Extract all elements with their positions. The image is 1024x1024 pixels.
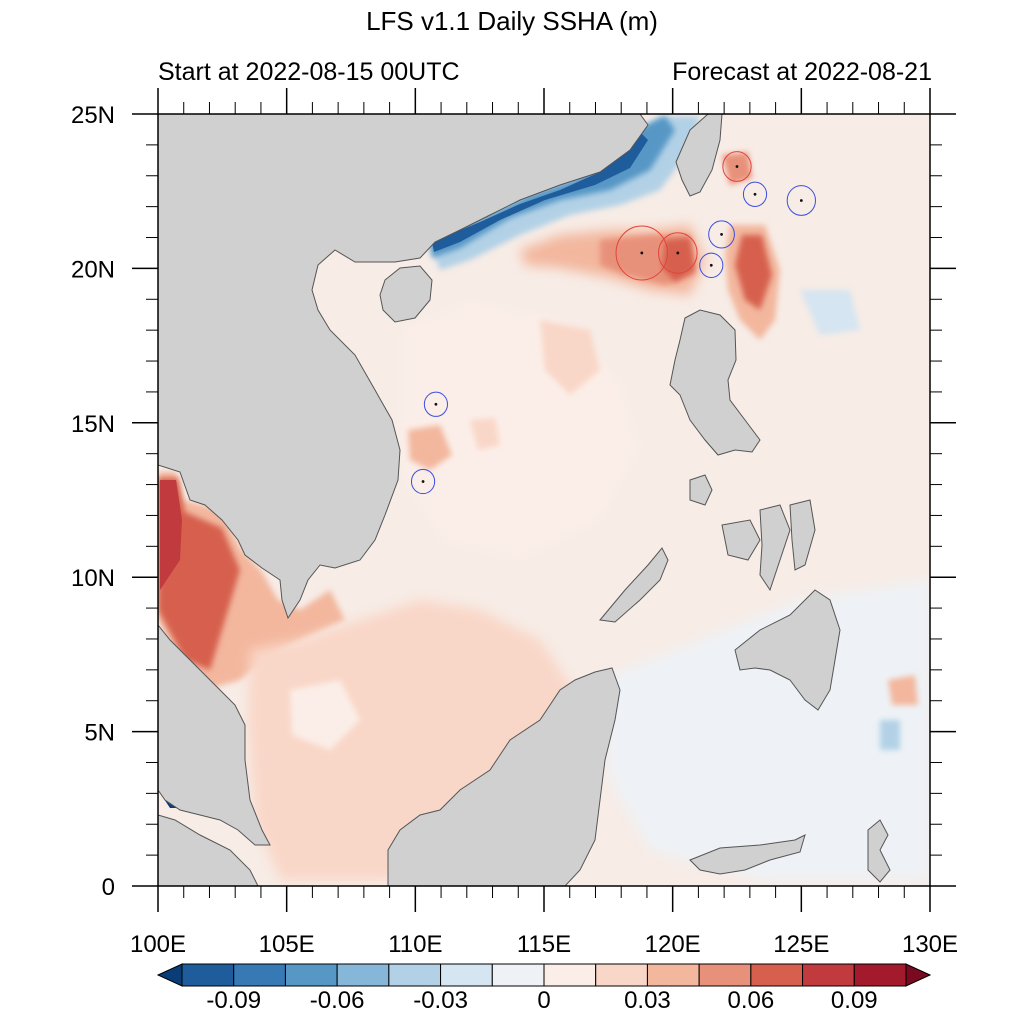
colorbar-label: 0 xyxy=(537,987,550,1014)
eddy-center xyxy=(421,480,425,483)
plot-area xyxy=(158,114,930,886)
x-axis: 100E 105E 110E 115E 120E 125E 130E xyxy=(130,88,958,958)
eddy-center xyxy=(799,199,803,202)
malay-peninsula xyxy=(158,624,271,846)
palawan xyxy=(599,547,669,623)
eddy-center xyxy=(720,233,723,236)
anticyclonic-eddy-ring xyxy=(722,151,752,182)
ssha-patch xyxy=(800,290,860,335)
x-tick-label: 105E xyxy=(259,931,315,958)
ssha-patch xyxy=(722,152,752,185)
colorbar-box xyxy=(388,963,442,987)
eddy-center xyxy=(735,165,739,168)
colorbar-label: -0.09 xyxy=(206,987,261,1014)
ssha-patch xyxy=(248,600,580,880)
ssha-field xyxy=(158,116,930,880)
cyclonic-eddy-ring xyxy=(423,391,449,417)
eddy-markers xyxy=(410,151,816,495)
y-axis: 25N 20N 15N 10N 5N 0 xyxy=(71,102,956,901)
anticyclonic-eddy-ring xyxy=(658,232,698,274)
colorbar-box xyxy=(595,963,648,987)
eddy-center xyxy=(676,251,680,255)
ssha-patch xyxy=(160,480,182,590)
eddy-center xyxy=(434,402,438,406)
cyclonic-eddy-ring xyxy=(699,252,724,278)
colorbar-label: 0.06 xyxy=(727,987,774,1014)
colorbar-label: -0.03 xyxy=(413,987,468,1014)
x-tick-label: 100E xyxy=(130,931,186,958)
eddy-center xyxy=(753,192,757,196)
eddy-center xyxy=(640,251,644,255)
luzon xyxy=(669,309,761,456)
colorbar-over-arrow xyxy=(905,963,932,987)
colorbar-box xyxy=(284,963,338,987)
land-masses xyxy=(158,114,891,886)
cyclonic-eddy-ring xyxy=(742,181,768,207)
y-tick-label: 15N xyxy=(71,411,115,438)
colorbar-under-arrow xyxy=(156,963,183,987)
colorbar-box xyxy=(233,963,286,987)
colorbar-box xyxy=(853,963,907,987)
colorbar-box xyxy=(698,963,752,987)
colorbar-box xyxy=(543,963,597,987)
ssha-patch xyxy=(735,235,772,310)
x-tick-label: 130E xyxy=(902,931,958,958)
x-tick-label: 110E xyxy=(388,931,442,958)
cyclonic-eddy-ring xyxy=(708,220,735,249)
colorbar-box xyxy=(491,963,545,987)
y-tick-label: 5N xyxy=(84,720,115,747)
colorbar-box xyxy=(750,963,804,987)
x-tick-label: 125E xyxy=(773,931,829,958)
colorbar-box xyxy=(440,963,493,987)
y-tick-label: 10N xyxy=(71,565,115,592)
cyclonic-eddy-ring xyxy=(786,185,816,216)
colorbar-label: 0.09 xyxy=(831,987,878,1014)
x-tick-label: 120E xyxy=(645,931,701,958)
colorbar-box xyxy=(181,963,235,987)
colorbar-box xyxy=(802,963,855,987)
map-title: LFS v1.1 Daily SSHA (m) xyxy=(366,6,658,36)
x-tick-label: 115E xyxy=(517,931,571,958)
mainland-asia xyxy=(158,114,649,620)
y-tick-label: 20N xyxy=(71,256,115,283)
ssha-patch xyxy=(408,425,452,470)
samar xyxy=(789,499,816,571)
colorbar-box xyxy=(336,963,390,987)
ssha-patch xyxy=(880,720,900,750)
colorbar-label: -0.06 xyxy=(310,987,365,1014)
visayas-island xyxy=(759,504,791,592)
sulawesi xyxy=(689,834,806,875)
y-tick-label: 25N xyxy=(71,102,115,129)
mindoro xyxy=(689,474,713,506)
colorbar: -0.09 -0.06 -0.03 0 0.03 0.06 0.09 xyxy=(156,963,932,1014)
ssha-patch xyxy=(600,580,930,880)
ssha-patch xyxy=(540,320,600,395)
colorbar-label: 0.03 xyxy=(624,987,671,1014)
anticyclonic-eddy-ring xyxy=(615,225,669,281)
cyclonic-eddy-ring xyxy=(410,468,436,495)
ssha-patch xyxy=(470,418,500,450)
start-time-label: Start at 2022-08-15 00UTC xyxy=(158,58,460,86)
sumatra xyxy=(158,814,259,886)
eddy-center xyxy=(709,263,713,267)
ssha-patch xyxy=(290,680,360,750)
y-tick-label: 0 xyxy=(102,874,115,901)
halmahera xyxy=(867,819,891,883)
ssha-patch xyxy=(432,132,648,252)
mindanao xyxy=(734,589,841,711)
ssha-patch xyxy=(888,675,918,705)
taiwan xyxy=(675,114,723,197)
visayas-island xyxy=(721,519,761,561)
forecast-time-label: Forecast at 2022-08-21 xyxy=(672,58,932,86)
borneo xyxy=(387,667,621,886)
colorbar-box xyxy=(646,963,700,987)
hainan-island xyxy=(379,265,433,323)
